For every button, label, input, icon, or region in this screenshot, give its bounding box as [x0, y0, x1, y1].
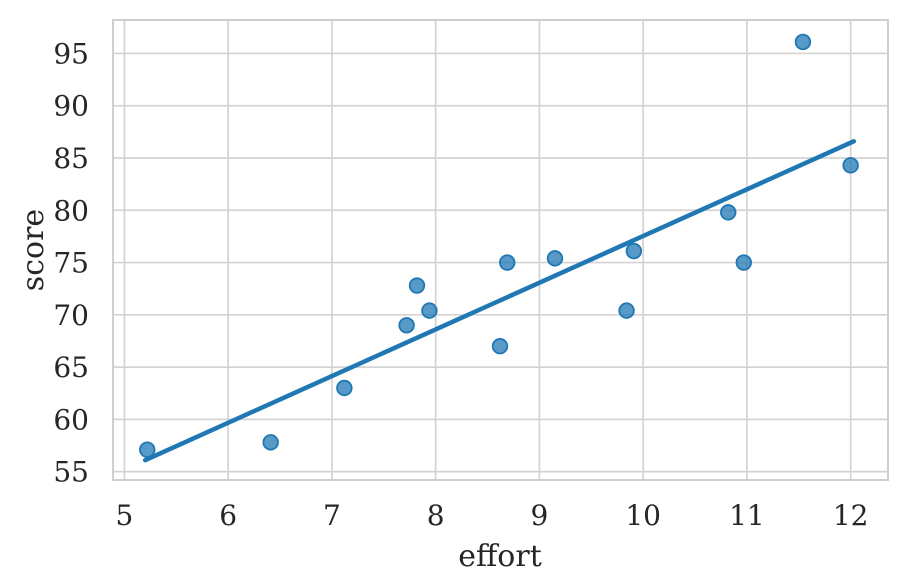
data-point — [794, 33, 812, 51]
y-tick-label: 70 — [53, 299, 89, 332]
x-tick-label: 12 — [833, 499, 869, 532]
data-point — [398, 317, 415, 334]
data-point — [336, 379, 353, 397]
x-axis-label: effort — [458, 539, 542, 574]
x-tick-label: 6 — [219, 499, 237, 532]
data-point — [421, 302, 438, 319]
x-tick-label: 10 — [625, 499, 661, 532]
data-point — [499, 254, 516, 271]
data-point — [408, 277, 426, 294]
data-point — [262, 434, 279, 451]
data-point — [720, 204, 737, 221]
data-point — [546, 250, 564, 267]
x-tick-label: 9 — [530, 499, 548, 532]
x-tick-label: 8 — [427, 499, 445, 532]
y-tick-label: 55 — [53, 456, 89, 489]
y-axis-label: score — [16, 209, 51, 291]
data-point — [491, 337, 509, 355]
y-tick-label: 95 — [53, 37, 89, 70]
x-tick-labels: 5 6 7 8 9 10 11 12 — [115, 499, 868, 532]
y-tick-label: 80 — [53, 194, 89, 227]
data-point — [842, 157, 859, 174]
data-point — [618, 302, 635, 319]
regression-line — [142, 139, 857, 463]
y-tick-label: 85 — [53, 142, 89, 175]
y-tick-labels: 55 60 65 70 75 80 85 90 95 — [53, 37, 89, 488]
y-tick-label: 75 — [53, 247, 89, 280]
data-point — [625, 242, 643, 260]
y-tick-label: 90 — [53, 90, 89, 123]
gridlines — [113, 20, 888, 480]
y-tick-label: 65 — [53, 351, 89, 384]
x-tick-label: 5 — [115, 499, 133, 532]
data-point — [735, 254, 752, 271]
x-tick-label: 7 — [323, 499, 341, 532]
x-tick-label: 11 — [729, 499, 765, 532]
plot-frame — [112, 19, 889, 481]
y-tick-label: 60 — [53, 403, 89, 436]
scatter-points — [139, 33, 859, 458]
data-point — [139, 441, 156, 458]
